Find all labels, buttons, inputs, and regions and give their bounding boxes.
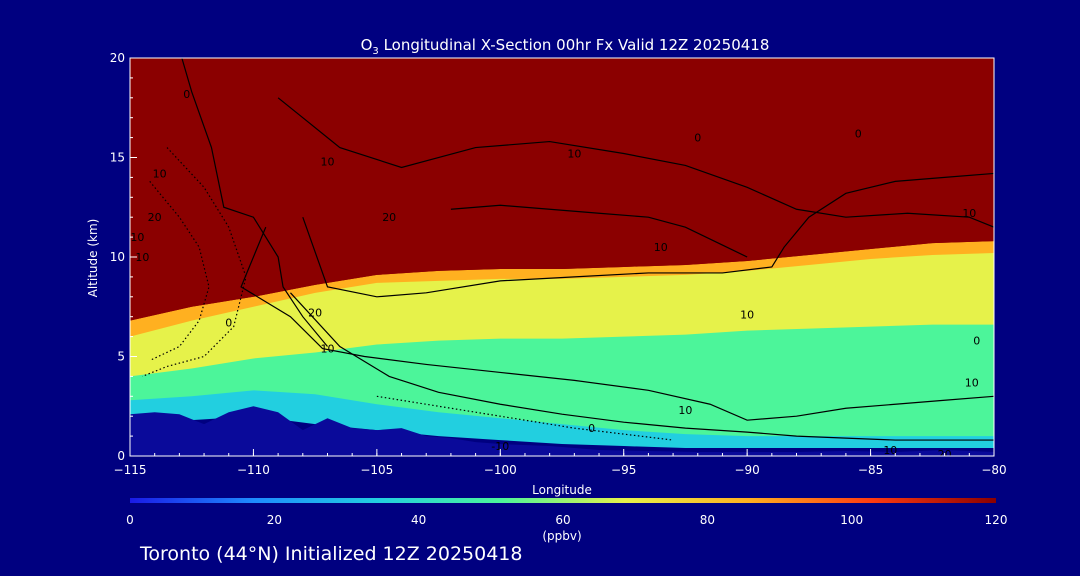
terrain-layer [130, 406, 994, 456]
contour-label: 10 [130, 231, 144, 244]
plot-area: 0 10 20 10 10 0 0 10 20 10 10 0 10 10 0 -10 10 20 10 10 0 10 2… [130, 58, 994, 461]
chart-title: O3 Longitudinal X-Section 00hr Fx Valid … [361, 36, 770, 57]
terrain [130, 406, 994, 456]
contour-label: 20 [382, 211, 396, 224]
y-tick-label: 20 [110, 51, 125, 65]
colorbar-tick-label: 20 [267, 513, 282, 527]
footer-caption: Toronto (44°N) Initialized 12Z 20250418 [140, 543, 523, 565]
contour-label: 10 [962, 207, 976, 220]
y-tick-label: 10 [110, 250, 125, 264]
x-tick-label: −85 [858, 463, 883, 477]
contour-line-0 [181, 58, 328, 347]
contour-label: 10 [678, 404, 692, 417]
contour-label: 10 [654, 241, 668, 254]
contour-label-layer: 0 10 20 10 10 0 0 10 20 10 10 0 10 10 0 -10 10 20 10 10 0 10 2… [130, 88, 980, 461]
contour-label: 10 [153, 167, 167, 180]
ozone-fill-layer [130, 58, 994, 449]
colorbar-unit: (ppbv) [542, 529, 581, 543]
x-tick-label: −110 [237, 463, 270, 477]
contour-label: 0 [225, 317, 232, 330]
colorbar-tick-label: 60 [555, 513, 570, 527]
contour-label: 20 [938, 448, 952, 461]
contour-label: 0 [973, 335, 980, 348]
x-axis-label: Longitude [532, 483, 592, 497]
title-prefix: O [361, 36, 373, 54]
colorbar-ramp [130, 498, 996, 503]
x-tick-label: −115 [114, 463, 147, 477]
contour-label: 10 [965, 376, 979, 389]
contour-label: 10 [320, 155, 334, 168]
y-tick-label: 0 [117, 449, 125, 463]
contour-line-20 [302, 172, 994, 298]
contour-label: 0 [588, 422, 595, 435]
colorbar-ticks: 0 20 40 60 80 100 120 [126, 513, 1007, 527]
contour-line-10 [240, 226, 994, 421]
contour-line-20 [450, 204, 748, 258]
contour-line-0 [290, 292, 994, 441]
colorbar: 0 20 40 60 80 100 120 (ppbv) [126, 498, 1007, 543]
x-tick-label: −90 [734, 463, 759, 477]
title-rest: Longitudinal X-Section 00hr Fx Valid 12Z… [379, 36, 770, 54]
contour-label: 20 [148, 211, 162, 224]
contour-label: 0 [855, 128, 862, 141]
x-tick-label: −80 [981, 463, 1006, 477]
x-axis: −115 −110 −105 −100 −95 −90 −85 −80 [114, 449, 1007, 477]
contour-label: 10 [567, 148, 581, 161]
contour-label: 10 [740, 309, 754, 322]
colorbar-tick-label: 100 [840, 513, 863, 527]
colorbar-tick-label: 80 [700, 513, 715, 527]
contour-line-10 [277, 97, 994, 228]
x-tick-label: −95 [611, 463, 636, 477]
colorbar-tick-label: 120 [985, 513, 1008, 527]
colorbar-tick-label: 0 [126, 513, 134, 527]
contour-layer [142, 58, 994, 441]
contour-label: 10 [320, 343, 334, 356]
y-tick-label: 5 [117, 350, 125, 364]
contour-label: 0 [694, 132, 701, 145]
contour-label: -10 [491, 440, 509, 453]
title-subscript: 3 [372, 46, 378, 57]
contour-label: 20 [308, 307, 322, 320]
contour-label: 10 [883, 444, 897, 457]
y-axis: 0 5 10 15 20 [110, 51, 137, 463]
contour-label: 10 [135, 251, 149, 264]
colorbar-tick-label: 40 [411, 513, 426, 527]
stratosphere-band [130, 58, 994, 321]
y-tick-label: 15 [110, 151, 125, 165]
contour-label: 0 [183, 88, 190, 101]
x-tick-label: −100 [484, 463, 517, 477]
y-axis-label: Altitude (km) [86, 219, 100, 298]
x-tick-label: −105 [360, 463, 393, 477]
